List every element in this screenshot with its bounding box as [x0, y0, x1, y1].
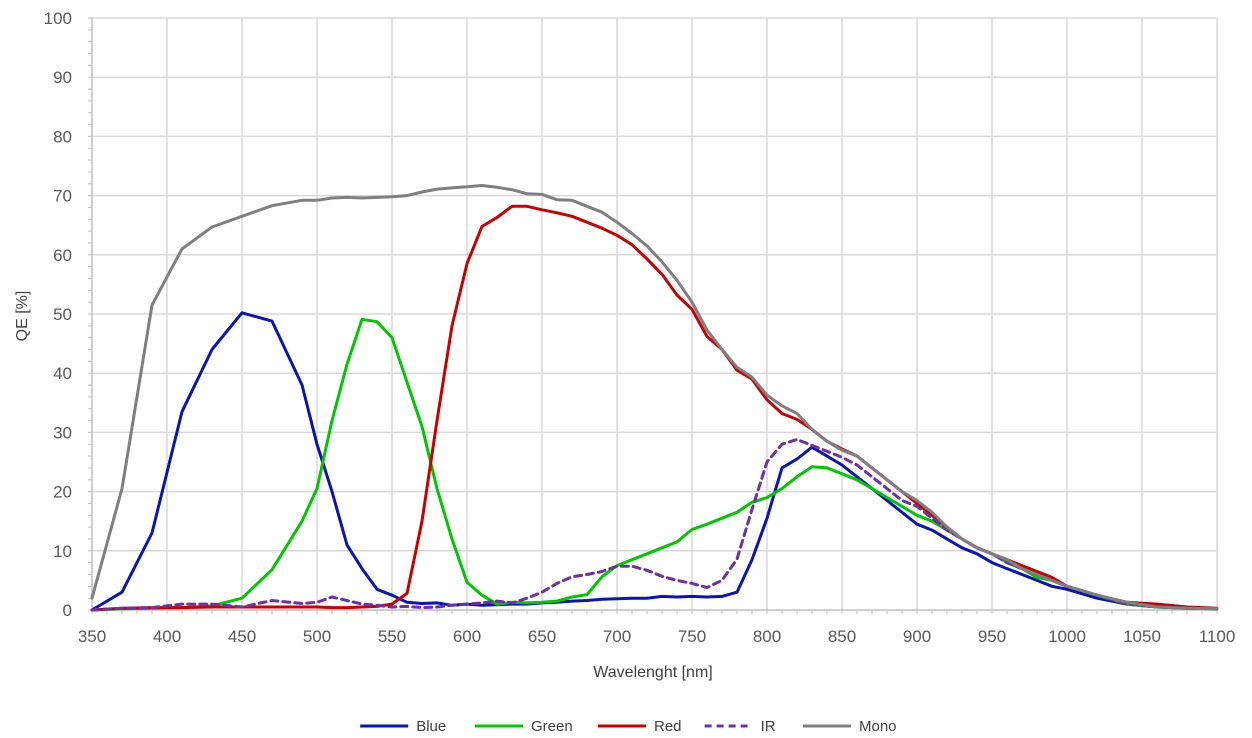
y-tick-label: 0	[63, 601, 72, 620]
y-tick-label: 30	[53, 423, 72, 442]
x-tick-label: 450	[228, 627, 256, 646]
x-tick-label: 850	[828, 627, 856, 646]
y-tick-label: 70	[53, 187, 72, 206]
y-tick-label: 80	[53, 127, 72, 146]
chart-series	[90, 184, 1219, 612]
y-tick-label: 100	[44, 9, 72, 28]
legend-item-green: Green	[475, 718, 573, 735]
x-axis-title: Wavelenght [nm]	[593, 664, 712, 681]
x-tick-label: 1100	[1199, 627, 1236, 646]
legend-label: Red	[654, 718, 682, 735]
legend-label: Green	[531, 718, 573, 735]
y-axis-tick-labels: 0 10 20 30 40 50 60 70 80 90 100	[44, 9, 72, 620]
chart-grid	[92, 17, 1218, 610]
y-axis-title: QE [%]	[14, 291, 31, 342]
legend-label: Blue	[416, 718, 446, 735]
x-tick-label: 1000	[1048, 627, 1086, 646]
legend-label: IR	[761, 718, 776, 735]
y-tick-label: 20	[53, 483, 72, 502]
x-tick-label: 350	[78, 627, 106, 646]
x-tick-label: 800	[753, 627, 781, 646]
x-tick-label: 900	[903, 627, 931, 646]
x-tick-label: 650	[528, 627, 556, 646]
legend-item-ir: IR	[704, 718, 776, 735]
x-tick-label: 750	[678, 627, 706, 646]
legend-label: Mono	[859, 718, 897, 735]
y-tick-label: 40	[53, 364, 72, 383]
y-tick-label: 60	[53, 246, 72, 265]
x-tick-label: 700	[603, 627, 631, 646]
chart-legend: Blue Green Red IR Mono	[360, 718, 897, 735]
legend-item-mono: Mono	[803, 718, 897, 735]
x-tick-label: 600	[453, 627, 481, 646]
chart-axes	[88, 17, 1218, 614]
legend-item-red: Red	[598, 718, 682, 735]
x-tick-label: 550	[378, 627, 406, 646]
y-tick-label: 50	[53, 305, 72, 324]
x-tick-label: 500	[303, 627, 331, 646]
x-axis-tick-labels: 350 400 450 500 550 600 650 700 750 800 850 900 950 1…	[78, 627, 1235, 646]
series-line-green	[90, 317, 1219, 612]
x-tick-label: 950	[978, 627, 1006, 646]
series-line-blue	[90, 311, 1219, 612]
x-tick-label: 400	[153, 627, 181, 646]
y-tick-label: 90	[53, 68, 72, 87]
x-tick-label: 1050	[1123, 627, 1161, 646]
legend-item-blue: Blue	[360, 718, 446, 735]
y-tick-label: 10	[53, 542, 72, 561]
series-line-mono	[90, 184, 1219, 611]
